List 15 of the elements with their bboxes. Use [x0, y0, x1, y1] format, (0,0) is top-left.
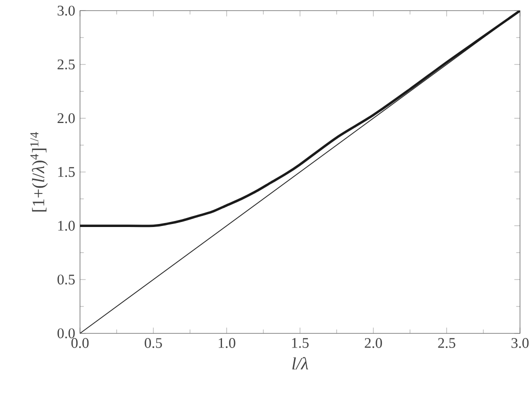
- y-tick-label: 1.5: [58, 166, 75, 177]
- x-tick-label: 3.0: [512, 338, 529, 348]
- y-tick-label: 0.5: [58, 274, 75, 284]
- x-tick-label: 1.5: [292, 338, 309, 348]
- x-tick-label: 0.0: [71, 338, 89, 348]
- x-tick-label: 2.0: [364, 338, 382, 348]
- y-tick-label: 1.0: [58, 220, 75, 231]
- y-tick-label: 2.0: [58, 113, 75, 124]
- x-tick-label: 2.5: [438, 338, 456, 348]
- y-tick-label: 2.5: [58, 59, 75, 70]
- x-axis-title: l/λ: [292, 356, 308, 370]
- y-tick-label: 0.0: [58, 328, 75, 338]
- x-tick-label: 0.5: [144, 338, 162, 348]
- y-tick-label: 3.0: [58, 6, 75, 16]
- x-tick-label: 1.0: [218, 338, 236, 348]
